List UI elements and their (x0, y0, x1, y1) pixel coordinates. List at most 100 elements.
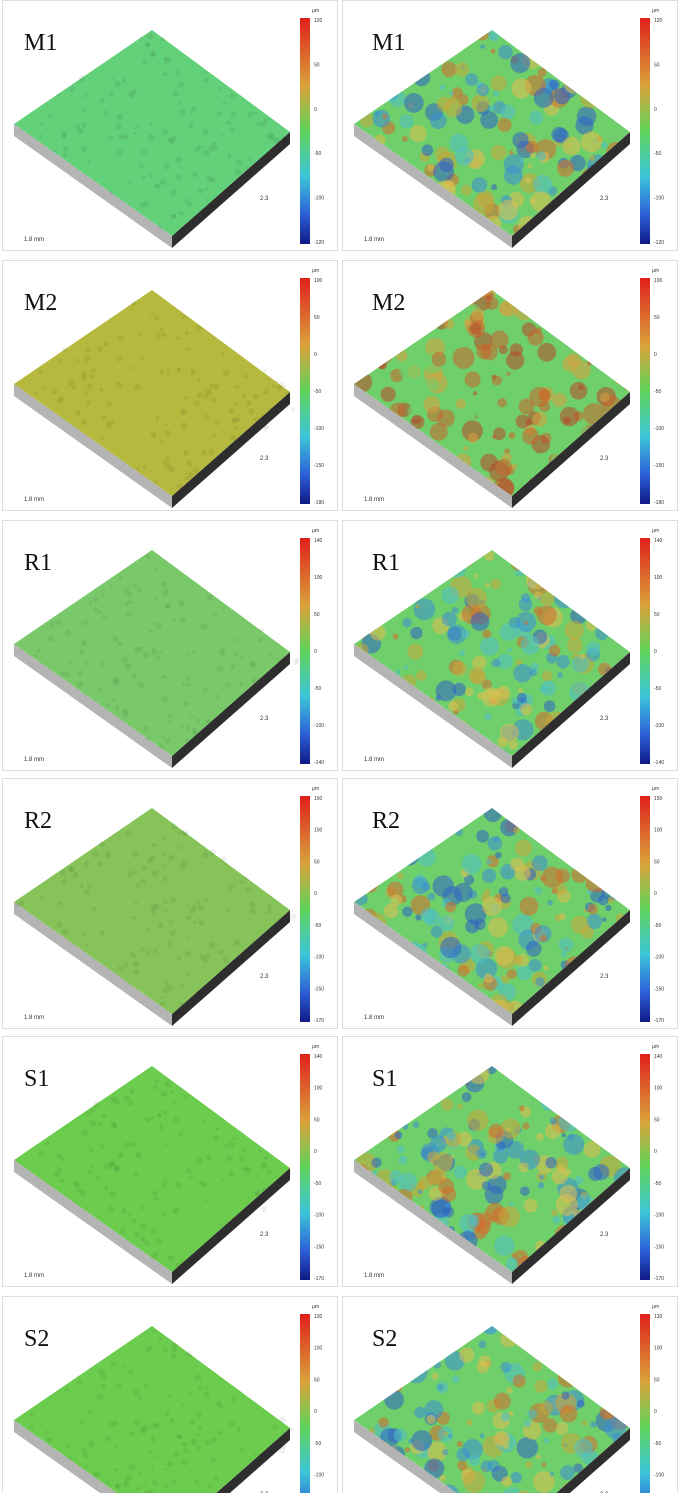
surface-texture (133, 969, 139, 975)
surface-texture (433, 811, 438, 816)
surface-texture (501, 1362, 512, 1373)
surface-texture (520, 703, 532, 715)
surface-texture (280, 1416, 286, 1422)
surface-texture (525, 177, 532, 184)
surface-texture (362, 940, 379, 957)
surface-texture (471, 808, 479, 816)
surface-texture (486, 297, 499, 310)
surface-texture (543, 66, 547, 70)
surface-texture (582, 1420, 588, 1426)
surface-texture (491, 145, 507, 161)
surface-texture (393, 634, 399, 640)
surface-texture (528, 330, 544, 346)
surface-texture (625, 380, 634, 389)
surface-texture (159, 327, 164, 332)
surface-texture (562, 1133, 566, 1137)
surface-texture (526, 570, 546, 590)
panel: M21.8 mm2.3µm100500-50-100-150-180 (3, 261, 338, 511)
surface-texture (410, 735, 429, 754)
colorbar (640, 1314, 650, 1493)
surface-texture (588, 904, 598, 914)
surface-texture (157, 1112, 161, 1116)
surface-texture (494, 946, 514, 966)
surface-texture (184, 396, 188, 400)
colorbar (640, 1054, 650, 1280)
surface-texture (632, 1075, 637, 1080)
surface-texture (402, 71, 414, 83)
surface-texture (540, 796, 561, 817)
surface-texture (543, 1418, 558, 1433)
surface-texture (132, 89, 137, 94)
surface-texture (517, 693, 527, 703)
surface-texture (165, 738, 171, 744)
surface-texture (84, 355, 90, 361)
surface-texture (170, 897, 176, 903)
surface-texture (135, 883, 140, 888)
surface-texture (147, 34, 153, 40)
surface-texture (104, 341, 109, 346)
surface-texture (586, 1092, 591, 1097)
surface-texture (159, 370, 164, 375)
surface-texture (520, 897, 539, 916)
surface-texture (609, 329, 616, 336)
surface-texture (161, 1212, 166, 1217)
surface-texture (507, 1313, 527, 1333)
surface-texture (377, 587, 397, 607)
surface-texture (469, 301, 474, 306)
surface-texture (97, 861, 102, 866)
surface-texture (275, 380, 278, 383)
surface-texture (132, 1219, 137, 1224)
surface-texture (211, 398, 216, 403)
axis-label: 2.3 (600, 716, 609, 722)
surface-texture (584, 1141, 601, 1158)
surface-texture (123, 1142, 129, 1148)
surface-texture (540, 935, 547, 942)
surface-texture (108, 136, 113, 141)
surface-texture (134, 1173, 138, 1177)
surface-texture (180, 617, 186, 623)
colorbar-tick: -50 (314, 923, 321, 929)
colorbar-tick: -150 (314, 986, 324, 992)
panel-label: M1 (24, 30, 57, 56)
surface-texture (538, 1182, 545, 1189)
surface-texture (493, 1148, 508, 1163)
surface-texture (449, 91, 454, 96)
surface-texture (554, 587, 575, 608)
surface-texture (405, 1065, 416, 1076)
surface-texture (181, 1403, 185, 1407)
surface-texture (350, 135, 355, 140)
surface-texture (95, 1176, 99, 1180)
surface-texture (88, 1441, 95, 1448)
surface-texture (401, 192, 422, 213)
surface-texture (202, 851, 208, 857)
surface-texture (373, 1351, 386, 1364)
colorbar-tick: -180 (314, 500, 324, 506)
surface-texture (599, 580, 618, 599)
surface-texture (82, 1130, 88, 1136)
surface-texture (215, 421, 220, 426)
surface-texture (466, 588, 487, 609)
colorbar-tick: 0 (314, 649, 317, 655)
surface-texture (94, 608, 97, 611)
surface-texture (444, 365, 460, 381)
surface-texture (421, 908, 436, 923)
surface-texture (181, 1459, 187, 1465)
surface-texture (81, 932, 86, 937)
surface-texture (152, 1422, 158, 1428)
surface-texture (377, 1360, 388, 1371)
surface-texture (580, 1485, 591, 1493)
surface-texture (612, 1065, 619, 1072)
surface-texture (168, 1393, 171, 1396)
panel: R11.8 mm2.3µm140100500-50-100-140 (3, 521, 338, 771)
colorbar-tick: 0 (314, 1409, 317, 1415)
surface-texture (601, 212, 611, 222)
surface-texture (273, 931, 277, 935)
surface-texture (395, 1131, 403, 1139)
surface-texture (610, 326, 619, 335)
colorbar-tick: 0 (314, 1149, 317, 1155)
surface-texture (482, 630, 491, 639)
surface-texture (450, 744, 469, 763)
surface-texture (168, 1255, 174, 1261)
panel-label: S1 (372, 1066, 397, 1092)
surface-texture (484, 804, 502, 822)
